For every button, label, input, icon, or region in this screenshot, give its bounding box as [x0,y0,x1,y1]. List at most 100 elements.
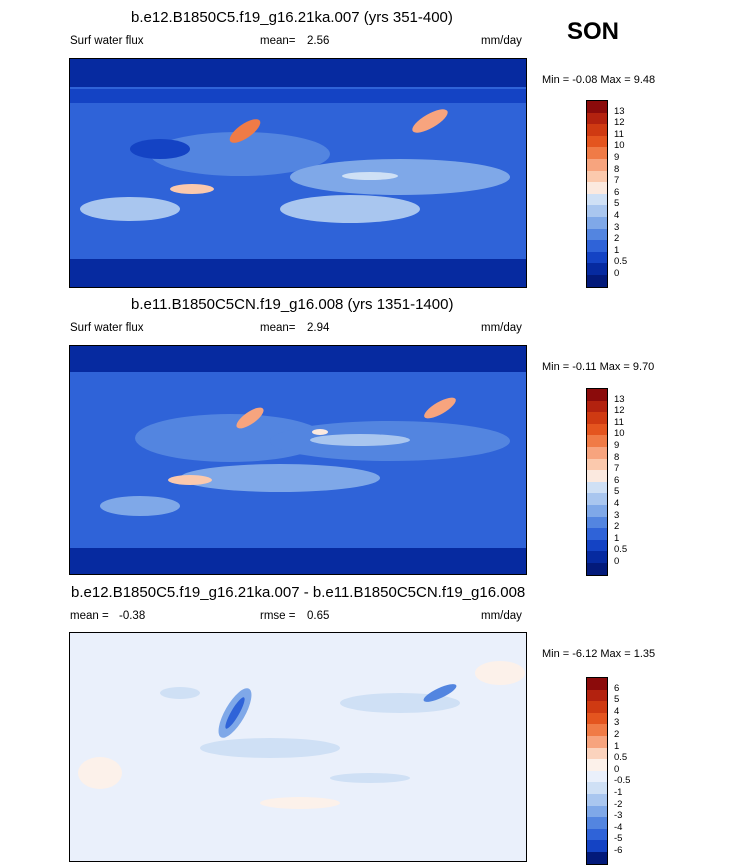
colorbar-swatch [587,135,607,148]
colorbar-tick-label: 10 [614,140,625,152]
colorbar-tick-label: 8 [614,451,620,463]
panel3-units: mm/day [481,610,522,622]
panel3-minmax: Min = -6.12 Max = 1.35 [542,648,656,660]
colorbar-tick-label: 4 [614,705,620,717]
colorbar-tick-label: 5 [614,198,620,210]
panel1-title: b.e12.B1850C5.f19_g16.21ka.007 (yrs 351-… [131,9,453,26]
panel1-colorbar: 13 12 11 10 9 8 7 6 5 4 3 2 1 0.5 0 [586,100,656,288]
colorbar-tick-label: 11 [614,128,624,140]
colorbar-tick-label: 1 [614,740,620,752]
colorbar-tick-label: 13 [614,105,625,117]
colorbar-swatch [587,747,607,760]
colorbar-tick-label: 8 [614,163,620,175]
colorbar-swatch [587,481,607,494]
colorbar-swatch [587,516,607,529]
colorbar-tick-label: -6 [614,845,623,856]
colorbar-swatch [587,817,607,830]
colorbar-tick-label: 5 [614,486,620,498]
colorbar-swatch [587,805,607,818]
panel2-units: mm/day [481,322,522,334]
colorbar-swatch [587,147,607,160]
colorbar-tick-label: 3 [614,221,620,233]
colorbar-tick-label: 0.5 [614,544,628,556]
colorbar-tick-label: 6 [614,186,620,198]
colorbar-tick-label: 0 [614,268,620,279]
colorbar-swatch [587,159,607,172]
panel2-variable-label: Surf water flux [70,322,144,334]
colorbar-swatch [587,770,607,783]
colorbar-tick-label: 0.5 [614,752,628,764]
colorbar-swatch [587,251,607,264]
colorbar-tick-label: -0.5 [614,775,631,787]
panel2-title: b.e11.B1850C5CN.f19_g16.008 (yrs 1351-14… [131,296,454,313]
colorbar-tick-label: 2 [614,729,620,740]
colorbar-tick-label: 2 [614,521,620,533]
colorbar-frame [586,388,608,576]
panel1-variable-label: Surf water flux [70,35,144,47]
colorbar-tick-label: -1 [614,787,623,798]
colorbar-tick-label: 12 [614,405,625,417]
colorbar-swatch [587,275,607,288]
colorbar-tick-label: 3 [614,717,620,729]
colorbar-swatch [587,840,607,853]
colorbar-swatch [587,505,607,518]
colorbar-tick-label: -2 [614,798,623,810]
colorbar-tick-label: 4 [614,498,620,509]
colorbar-tick-label: 1 [614,532,620,544]
colorbar-tick-label: 9 [614,152,620,163]
panel3-colorbar: 6 5 4 3 2 1 0.5 0 -0.5 -1 -2 -3 -4 -5 -6 [586,677,656,865]
panel3-map [69,632,527,862]
colorbar-swatch [587,447,607,460]
colorbar-tick-label: -5 [614,833,623,845]
colorbar-tick-label: 12 [614,117,625,129]
colorbar-swatch [587,228,607,241]
colorbar-tick-label: 7 [614,463,620,475]
colorbar-swatch [587,124,607,137]
colorbar-swatch [587,828,607,841]
colorbar-swatch [587,852,607,865]
colorbar-swatch [587,539,607,552]
colorbar-swatch [587,263,607,276]
panel3-mean-value: -0.38 [119,610,146,622]
colorbar-swatch [587,563,607,576]
colorbar-swatch [587,493,607,506]
colorbar-swatch [587,182,607,195]
panel3-map-field [70,633,526,861]
colorbar-swatch [587,435,607,448]
colorbar-tick-label: 4 [614,210,620,221]
colorbar-swatch [587,423,607,436]
panel2-mean-value: 2.94 [307,322,330,334]
colorbar-swatch [587,112,607,125]
colorbar-tick-label: 0 [614,556,620,567]
panel3-title: b.e12.B1850C5.f19_g16.21ka.007 - b.e11.B… [71,584,526,601]
colorbar-swatch [587,736,607,749]
panel1-mean-label: mean= [260,35,296,47]
colorbar-swatch [587,170,607,183]
panel2-minmax: Min = -0.11 Max = 9.70 [542,361,655,373]
panel1-map-field [70,59,526,287]
panel1-units: mm/day [481,35,522,47]
colorbar-tick-label: 6 [614,474,620,486]
season-label: SON [567,18,620,45]
colorbar-swatch [587,528,607,541]
colorbar-tick-label: -4 [614,821,623,833]
colorbar-tick-label: 7 [614,175,620,187]
colorbar-swatch [587,759,607,772]
colorbar-swatch [587,389,607,402]
panel1-map [69,58,527,288]
colorbar-swatch [587,458,607,471]
colorbar-tick-label: 0.5 [614,256,628,268]
colorbar-swatch [587,205,607,218]
colorbar-tick-label: 0 [614,763,620,775]
colorbar-tick-label: 1 [614,244,620,256]
colorbar-swatch [587,689,607,702]
panel2-map [69,345,527,575]
panel2-mean-label: mean= [260,322,296,334]
colorbar-swatch [587,217,607,230]
colorbar-swatch [587,551,607,564]
colorbar-swatch [587,724,607,737]
colorbar-swatch [587,782,607,795]
colorbar-tick-label: 5 [614,694,620,706]
colorbar-tick-label: 3 [614,509,620,521]
colorbar-tick-label: 9 [614,440,620,451]
